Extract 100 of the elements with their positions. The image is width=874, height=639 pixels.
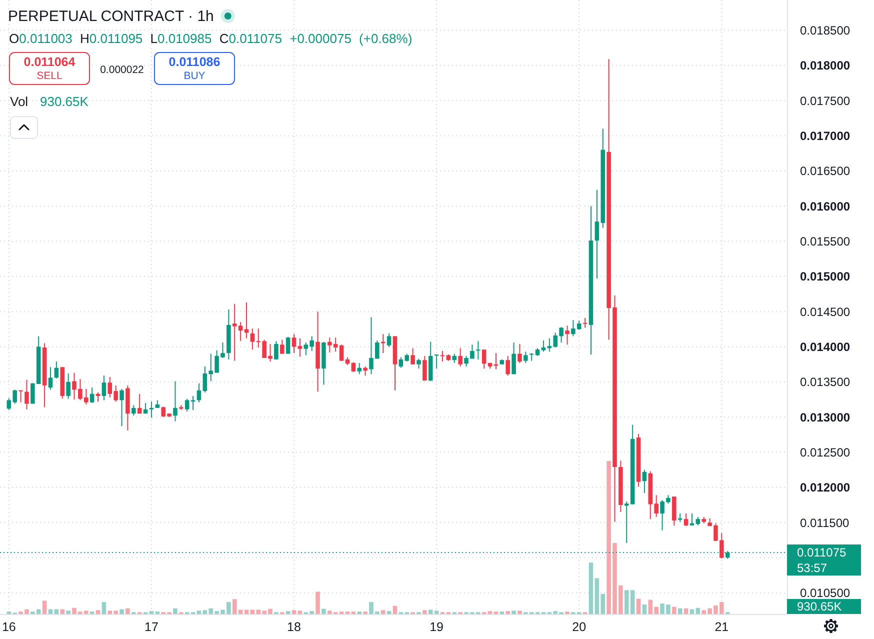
- bar: [422, 610, 427, 614]
- candlestick: [452, 353, 457, 364]
- y-tick-label: 0.017500: [800, 94, 850, 108]
- candlestick: [512, 342, 516, 375]
- bar: [316, 592, 320, 614]
- bar: [60, 609, 65, 614]
- bar: [120, 609, 124, 614]
- y-tick-label: 0.011500: [800, 516, 850, 530]
- bar: [684, 608, 688, 614]
- candlestick: [18, 390, 23, 403]
- candlestick: [363, 366, 368, 376]
- annotation: 0.000022: [100, 64, 144, 76]
- bar: [506, 611, 510, 614]
- candlestick: [672, 496, 676, 526]
- candlestick: [280, 339, 284, 354]
- x-tick-label: 19: [430, 620, 444, 634]
- y-tick-label: 0.016000: [800, 199, 850, 214]
- x-tick-label: 18: [287, 620, 302, 634]
- candlestick: [196, 382, 202, 403]
- bar: [588, 562, 594, 614]
- candlestick: [416, 358, 421, 370]
- candlestick: [132, 404, 136, 416]
- candlestick: [286, 336, 290, 354]
- annotation: 930.65K: [40, 94, 89, 109]
- candlestick: [102, 375, 106, 401]
- x-tick-label: 20: [572, 620, 586, 634]
- candlestick: [48, 366, 53, 390]
- bar: [42, 600, 47, 614]
- candlestick: [524, 351, 528, 364]
- bar: [298, 610, 302, 614]
- candlestick: [458, 348, 462, 367]
- annotation: BUY: [184, 70, 206, 82]
- annotation: 0.011086: [168, 55, 220, 69]
- candlestick: [565, 325, 570, 346]
- bar: [488, 611, 492, 614]
- bar: [322, 608, 326, 614]
- text: 53:57: [797, 561, 828, 575]
- candlestick: [434, 354, 439, 370]
- bar: [286, 611, 290, 614]
- bar: [392, 606, 398, 614]
- bar: [149, 611, 154, 614]
- y-tick-label: 0.017000: [800, 128, 850, 143]
- y-tick-label: 0.015000: [800, 270, 850, 284]
- candlestick: [184, 398, 190, 412]
- candlestick: [476, 340, 480, 360]
- candlestick: [582, 317, 588, 328]
- bar: [66, 610, 70, 614]
- candlestick: [244, 302, 249, 339]
- bar: [380, 610, 386, 614]
- bar: [196, 610, 202, 614]
- candlestick: [642, 469, 647, 494]
- candlestick: [410, 348, 415, 365]
- x-tick-label: 21: [714, 620, 729, 634]
- candlestick: [274, 340, 278, 360]
- y-tick-label: 0.014000: [800, 340, 850, 354]
- bar: [292, 610, 296, 614]
- candlestick: [351, 362, 356, 373]
- candlestick: [24, 379, 29, 410]
- annotation: 0.011064: [24, 55, 76, 69]
- candlestick: [292, 334, 296, 354]
- bar: [678, 608, 682, 614]
- text: 930.65K: [797, 600, 842, 614]
- candlestick: [173, 380, 178, 422]
- bar: [96, 610, 100, 614]
- y-tick-label: 0.013500: [800, 375, 850, 390]
- candlestick: [422, 355, 427, 381]
- y-tick-label: 0.018500: [800, 23, 850, 38]
- text: O0.011003 H0.011095 L0.010985 C0.011075 +0.000075 (+0.68%): [9, 31, 412, 46]
- bar: [518, 610, 522, 614]
- bar: [173, 608, 178, 614]
- annotation: Vol: [10, 94, 28, 109]
- y-tick-label: 0.018000: [800, 58, 850, 73]
- candlestick: [120, 388, 124, 427]
- y-tick-label: 0.012500: [800, 445, 850, 460]
- bar: [386, 611, 392, 614]
- candlestick: [684, 512, 688, 527]
- bar: [512, 610, 516, 614]
- candlestick: [149, 401, 154, 418]
- candlestick: [339, 344, 344, 362]
- candlestick: [54, 361, 59, 379]
- candlestick: [482, 349, 486, 370]
- candlestick: [541, 340, 546, 352]
- y-tick-label: 0.016500: [800, 164, 850, 178]
- y-tick-label: 0.010500: [800, 586, 850, 600]
- candlestick: [357, 362, 362, 375]
- y-tick-label: 0.015500: [800, 234, 850, 248]
- candlestick: [137, 393, 142, 414]
- y-tick-label: 0.012000: [800, 480, 850, 495]
- candlestick: [529, 352, 534, 362]
- ref-line-label: 0.011075: [797, 546, 846, 560]
- candlestick: [506, 355, 510, 376]
- candlestick: [90, 387, 94, 404]
- candlestick: [66, 372, 70, 400]
- bar: [102, 602, 106, 614]
- text: PERPETUAL CONTRACT · 1h: [8, 8, 214, 25]
- x-tick-label: 17: [144, 620, 158, 634]
- y-tick-label: 0.013000: [800, 410, 850, 424]
- annotation: SELL: [36, 70, 63, 82]
- x-tick-label: 16: [2, 620, 16, 634]
- y-tick-label: 0.014500: [800, 304, 850, 319]
